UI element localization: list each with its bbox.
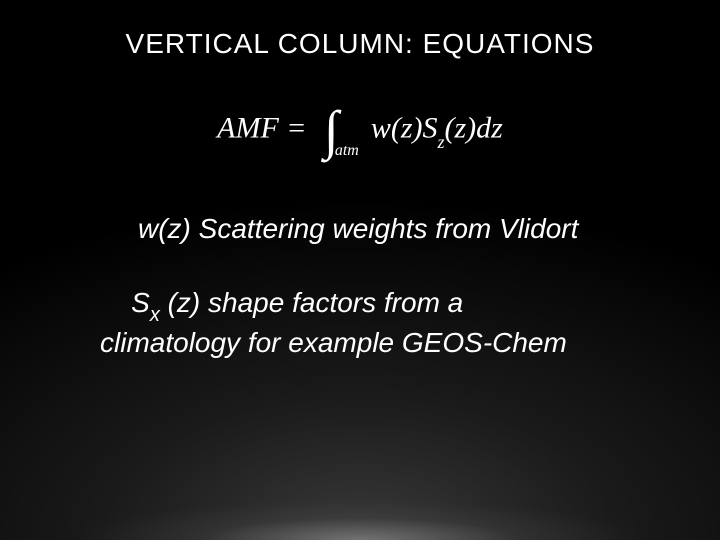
desc2-var-S: S xyxy=(131,287,150,318)
desc2-line2: climatology for example GEOS-Chem xyxy=(100,327,567,358)
integrand-w: w(z) xyxy=(371,111,423,144)
desc-scattering-weights: w(z) Scattering weights from Vlidort xyxy=(100,213,640,245)
desc2-var-arg: (z) xyxy=(160,287,200,318)
integrand-dz: dz xyxy=(476,111,503,144)
slide-container: VERTICAL COLUMN: EQUATIONS AMF = ∫atmw(z… xyxy=(0,0,720,540)
desc1-text: Scattering weights from Vlidort xyxy=(191,213,579,244)
desc2-var-S-sub: x xyxy=(150,304,160,326)
integral-lower-bound: atm xyxy=(335,142,359,159)
descriptions: w(z) Scattering weights from Vlidort Sx … xyxy=(40,213,680,361)
equation-amf: AMF = ∫atmw(z)Sz(z)dz xyxy=(40,98,680,163)
integrand-S-subscript: z xyxy=(438,132,445,152)
desc1-var: w(z) xyxy=(138,213,191,244)
eq-lhs: AMF xyxy=(217,111,279,144)
eq-equals: = xyxy=(279,111,314,144)
floor-highlight xyxy=(0,420,720,540)
desc2-line1-rest: shape factors from a xyxy=(200,287,463,318)
integrand-arg: (z) xyxy=(445,111,477,144)
integrand-S: S xyxy=(423,111,438,144)
slide-title: VERTICAL COLUMN: EQUATIONS xyxy=(40,28,680,60)
desc-shape-factors: Sx (z) shape factors from a climatology … xyxy=(100,285,640,361)
